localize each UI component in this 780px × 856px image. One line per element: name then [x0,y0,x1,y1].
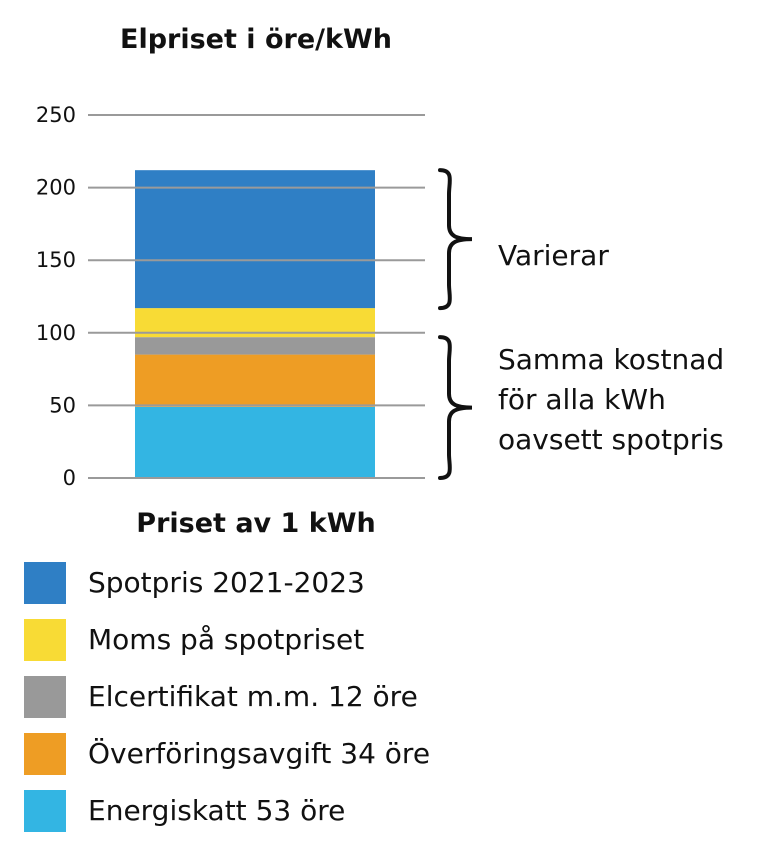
legend-swatch [24,562,66,604]
legend-label: Energiskatt 53 öre [88,794,346,827]
legend-label: Elcertifikat m.m. 12 öre [88,680,418,713]
bar-segment [135,170,375,309]
legend-swatch [24,790,66,832]
annotation-varierar-text: Varierar [498,239,609,272]
chart-canvas: 0 50 100 150 200 250 [36,103,473,490]
annotation-line: oavsett spotpris [498,423,724,456]
bar-segment [135,354,375,407]
legend-label: Moms på spotpriset [88,623,365,656]
x-axis-label: Priset av 1 kWh [136,508,376,539]
annotation-samma-kostnad: Samma kostnad för alla kWh oavsett spotp… [498,340,724,460]
bar-segment [135,406,375,478]
annotation-varierar: Varierar [498,236,609,276]
y-tick-label: 0 [63,466,76,490]
legend-swatch [24,733,66,775]
y-tick-label: 200 [36,176,76,200]
y-tick-label: 50 [49,393,76,417]
brace-samma-kostnad [438,335,473,480]
legend-label: Spotpris 2021-2023 [88,566,365,599]
y-tick-label: 100 [36,321,76,345]
brace-varierar [438,168,473,311]
legend-swatch [24,619,66,661]
y-tick-label: 150 [36,248,76,272]
legend-label: Överföringsavgift 34 öre [88,737,431,770]
y-tick-label: 250 [36,103,76,127]
annotation-line: för alla kWh [498,383,666,416]
bar-segment [135,337,375,355]
chart-title: Elpriset i öre/kWh [120,24,392,55]
legend-swatch [24,676,66,718]
annotation-line: Samma kostnad [498,343,725,376]
